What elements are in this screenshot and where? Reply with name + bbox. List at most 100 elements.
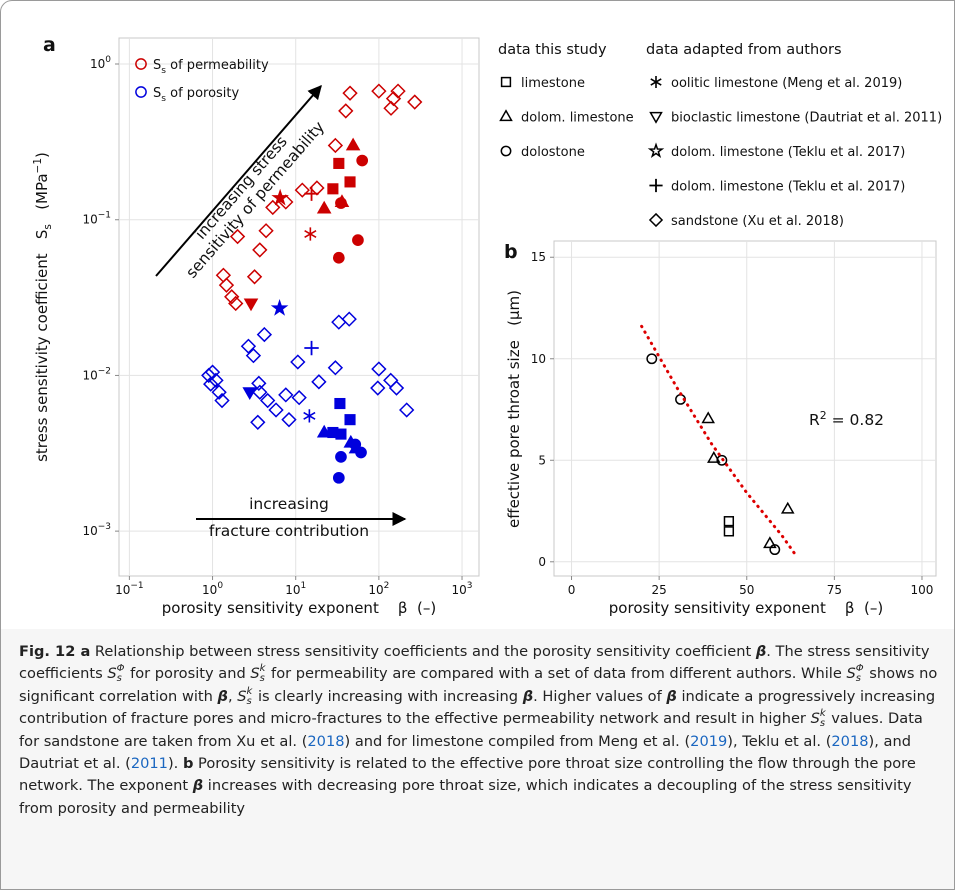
caption-text: for permeability are compared with a set…: [266, 665, 847, 683]
tick-label: 101: [285, 581, 306, 597]
marker: [332, 251, 345, 264]
legend-label: sandstone (Xu et al. 2018): [671, 214, 844, 229]
marker: [291, 389, 307, 406]
marker: [356, 154, 369, 167]
annotation: R2 = 0.82: [809, 409, 884, 429]
tick-exponent: 2: [384, 581, 390, 591]
marker: [304, 340, 319, 356]
tick-base: 10: [202, 583, 217, 597]
marker: [303, 409, 316, 423]
tick-exponent: −2: [98, 366, 111, 376]
tick-label: 0: [568, 583, 576, 597]
caption-text: . The stress sensitivity coefficients: [19, 643, 930, 683]
caption-text: s: [819, 718, 826, 730]
marker: [256, 326, 273, 343]
marker: [258, 223, 274, 239]
fit-line: [640, 324, 799, 559]
caption-text: k: [259, 663, 266, 675]
y-axis-label: effective pore throat size (µm): [505, 290, 523, 528]
tick-label: 102: [368, 581, 389, 597]
marker: [371, 83, 387, 99]
marker: [701, 411, 715, 424]
panel-label: a: [43, 34, 56, 56]
marker: [333, 157, 345, 169]
marker: [311, 374, 327, 390]
caption: Fig. 12 a Relationship between stress se…: [1, 629, 954, 889]
annotation: fracture contribution: [209, 522, 369, 540]
marker: [201, 367, 217, 384]
marker: [646, 353, 658, 365]
marker: [245, 347, 262, 364]
marker: [316, 424, 332, 438]
marker: [229, 228, 246, 245]
caption-text: s: [259, 673, 265, 685]
text-part: ): [33, 152, 51, 158]
caption-text: ).: [167, 755, 183, 773]
caption-text[interactable]: 2018: [307, 732, 345, 750]
marker: [304, 186, 319, 201]
tick-exponent: 3: [467, 581, 473, 591]
marker: [203, 376, 219, 392]
legend-label: Ss of permeability: [153, 58, 269, 76]
tick-label: 75: [827, 583, 842, 597]
text-part: S: [153, 58, 161, 73]
legend-marker: [499, 109, 513, 122]
caption-text: S: [810, 710, 820, 728]
text-part: of porosity: [166, 86, 239, 101]
marker: [252, 242, 268, 258]
marker: [327, 137, 344, 154]
caption-text: s: [116, 673, 122, 685]
legend-label: dolom. limestone (Teklu et al. 2017): [671, 180, 905, 195]
caption-text: β: [217, 687, 228, 705]
caption-text[interactable]: 2011: [130, 755, 168, 773]
legend-label: oolitic limestone (Meng et al. 2019): [671, 76, 902, 91]
tick-label: 10−2: [82, 366, 111, 382]
legend-label: dolostone: [521, 145, 585, 160]
text-part: = 0.82: [827, 411, 884, 429]
caption-text[interactable]: 2018: [831, 732, 869, 750]
marker: [383, 100, 399, 116]
marker: [265, 199, 281, 216]
tick-label: 100: [911, 583, 934, 597]
marker: [304, 227, 317, 241]
caption-text: increases with decreasing pore throat si…: [19, 777, 912, 817]
caption-text: S: [237, 687, 247, 705]
marker: [407, 94, 423, 110]
tick-label: 15: [531, 250, 546, 264]
legend-label: bioclastic limestone (Dautriat et al. 20…: [671, 111, 942, 126]
legend-title: data adapted from authors: [646, 42, 842, 58]
marker: [271, 188, 289, 206]
caption-text: S: [250, 665, 260, 683]
text-part: 2: [820, 409, 827, 422]
tick-label: 100: [90, 55, 111, 71]
text-part: −1: [32, 158, 44, 173]
marker: [290, 354, 306, 370]
tick-label: 100: [202, 581, 223, 597]
marker: [335, 197, 347, 209]
marker: [707, 450, 721, 463]
caption-text: β: [666, 687, 677, 705]
caption-text: β: [522, 687, 534, 705]
marker: [242, 387, 258, 401]
caption-text: shows no significant correlation with: [19, 665, 938, 705]
annotation: increasing: [249, 495, 329, 513]
legend-marker: [500, 145, 512, 157]
caption-text: s: [246, 695, 252, 707]
chart-area: a10−1 100 101 102 10310−310−210−1100porosity…: [32, 34, 942, 617]
tick-label: 10−1: [115, 581, 144, 597]
caption-text: s: [855, 673, 861, 685]
caption-text: ) and for limestone compiled from Meng e…: [344, 732, 691, 750]
legend-label: limestone: [521, 76, 585, 91]
marker: [214, 392, 230, 409]
tick-base: 10: [90, 57, 105, 71]
caption-text: S: [107, 665, 117, 683]
marker: [316, 200, 332, 214]
marker: [723, 516, 735, 527]
marker: [240, 338, 257, 354]
marker: [390, 83, 406, 99]
caption-text[interactable]: 2019: [690, 732, 728, 750]
marker: [228, 295, 244, 312]
marker: [243, 298, 259, 312]
